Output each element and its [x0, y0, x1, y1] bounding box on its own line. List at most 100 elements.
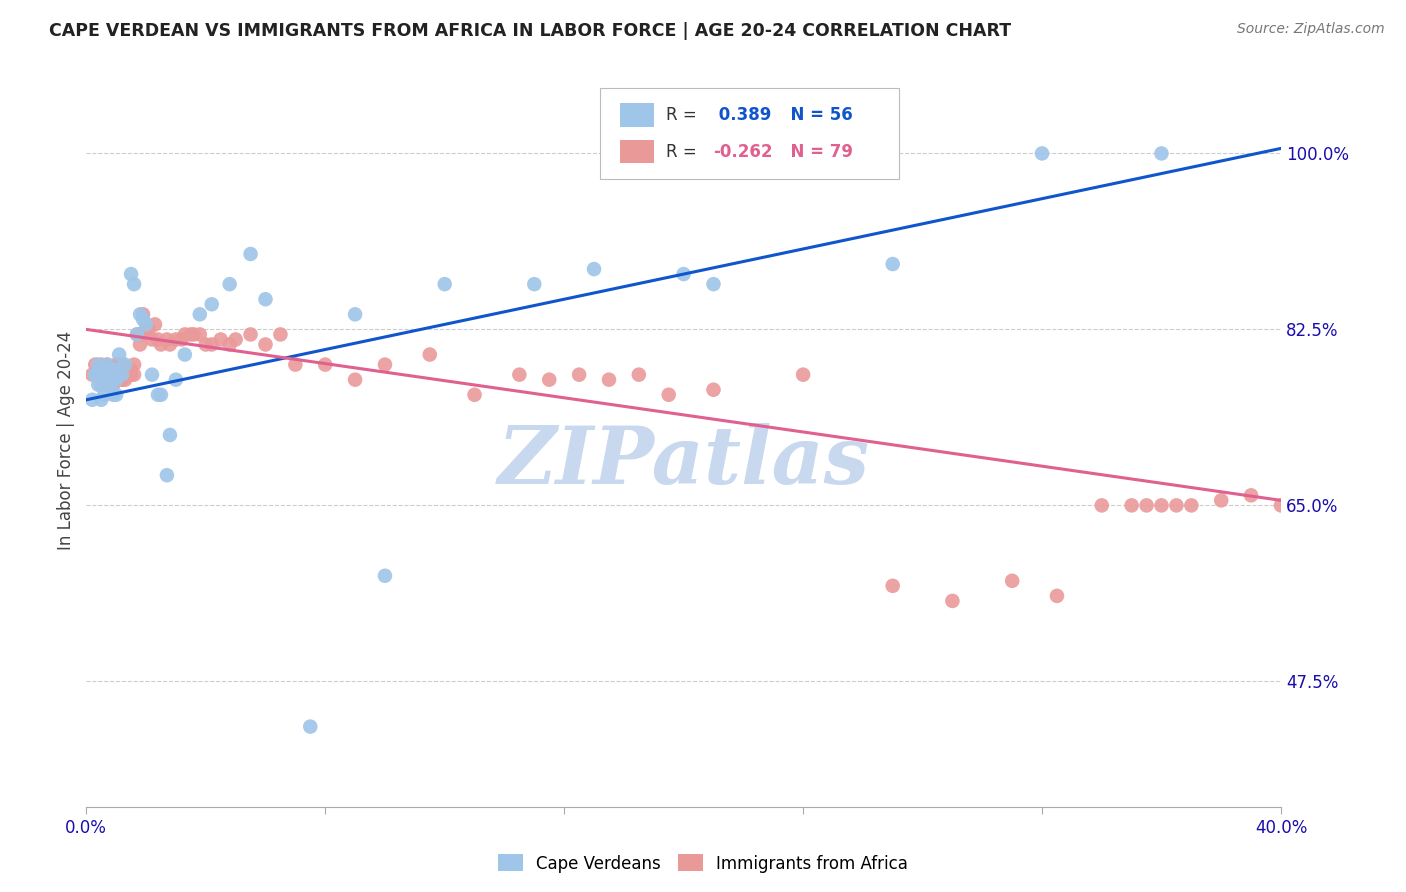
Point [93, 388, 115, 402]
Point [129, 327, 152, 342]
Point [96, 377, 118, 392]
Point [194, 337, 217, 351]
Point [96, 373, 118, 387]
Point [188, 327, 211, 342]
Point [90, 373, 112, 387]
Point [792, 368, 814, 382]
Point [84, 368, 107, 382]
Point [598, 373, 620, 387]
Point [93, 373, 115, 387]
Point [508, 368, 530, 382]
Point [882, 257, 904, 271]
Point [239, 327, 262, 342]
Point [87, 358, 110, 372]
Point [105, 362, 128, 376]
Point [105, 388, 128, 402]
Point [1091, 499, 1114, 513]
Point [1166, 499, 1188, 513]
Point [170, 333, 193, 347]
Point [433, 277, 456, 292]
Point [159, 428, 181, 442]
Point [120, 368, 142, 382]
Point [218, 337, 240, 351]
Point [98, 373, 121, 387]
Point [96, 358, 118, 372]
Point [209, 333, 232, 347]
Point [108, 362, 131, 376]
Point [344, 373, 367, 387]
Point [111, 358, 134, 372]
Point [374, 568, 396, 582]
Point [93, 373, 115, 387]
Point [84, 358, 107, 372]
Point [173, 347, 195, 361]
Point [1211, 493, 1233, 508]
Point [141, 333, 163, 347]
Point [108, 373, 131, 387]
Point [111, 368, 134, 382]
Point [1031, 146, 1053, 161]
Point [156, 333, 179, 347]
Point [299, 720, 322, 734]
Point [149, 388, 172, 402]
Point [108, 358, 131, 372]
Point [419, 347, 441, 361]
Text: N = 79: N = 79 [779, 143, 853, 161]
Point [582, 262, 605, 277]
Point [627, 368, 650, 382]
Point [284, 358, 307, 372]
Point [702, 383, 724, 397]
Point [882, 579, 904, 593]
Point [254, 292, 277, 306]
Point [101, 362, 124, 376]
Point [156, 468, 179, 483]
Point [183, 327, 205, 342]
Text: -0.262: -0.262 [713, 143, 773, 161]
Point [201, 297, 224, 311]
Point [90, 377, 112, 392]
Point [523, 277, 546, 292]
Point [344, 307, 367, 321]
Text: ZIPatlas: ZIPatlas [498, 424, 870, 500]
Point [90, 358, 112, 372]
Point [111, 373, 134, 387]
Point [82, 392, 104, 407]
Point [941, 594, 963, 608]
Point [114, 362, 136, 376]
Point [98, 362, 121, 376]
Point [143, 318, 166, 332]
Legend: Cape Verdeans, Immigrants from Africa: Cape Verdeans, Immigrants from Africa [491, 847, 915, 880]
Point [125, 327, 148, 342]
Y-axis label: In Labor Force | Age 20-24: In Labor Force | Age 20-24 [58, 330, 75, 549]
Point [120, 362, 142, 376]
Point [117, 368, 139, 382]
Point [201, 337, 224, 351]
Point [87, 368, 110, 382]
Point [141, 368, 163, 382]
Point [87, 368, 110, 382]
Text: CAPE VERDEAN VS IMMIGRANTS FROM AFRICA IN LABOR FORCE | AGE 20-24 CORRELATION CH: CAPE VERDEAN VS IMMIGRANTS FROM AFRICA I… [49, 22, 1011, 40]
Point [122, 368, 145, 382]
Point [93, 362, 115, 376]
Point [1180, 499, 1202, 513]
Point [84, 368, 107, 382]
Point [165, 333, 187, 347]
Point [98, 373, 121, 387]
Point [105, 373, 128, 387]
Point [1150, 499, 1173, 513]
Point [1240, 488, 1263, 502]
Point [1135, 499, 1157, 513]
Point [1270, 499, 1292, 513]
Text: Source: ZipAtlas.com: Source: ZipAtlas.com [1237, 22, 1385, 37]
Point [464, 388, 486, 402]
Point [125, 327, 148, 342]
Point [105, 373, 128, 387]
Point [672, 267, 695, 281]
Point [658, 388, 681, 402]
Point [122, 358, 145, 372]
Point [314, 358, 336, 372]
Point [180, 327, 202, 342]
Point [101, 388, 124, 402]
Text: N = 56: N = 56 [779, 106, 853, 124]
Point [269, 327, 291, 342]
